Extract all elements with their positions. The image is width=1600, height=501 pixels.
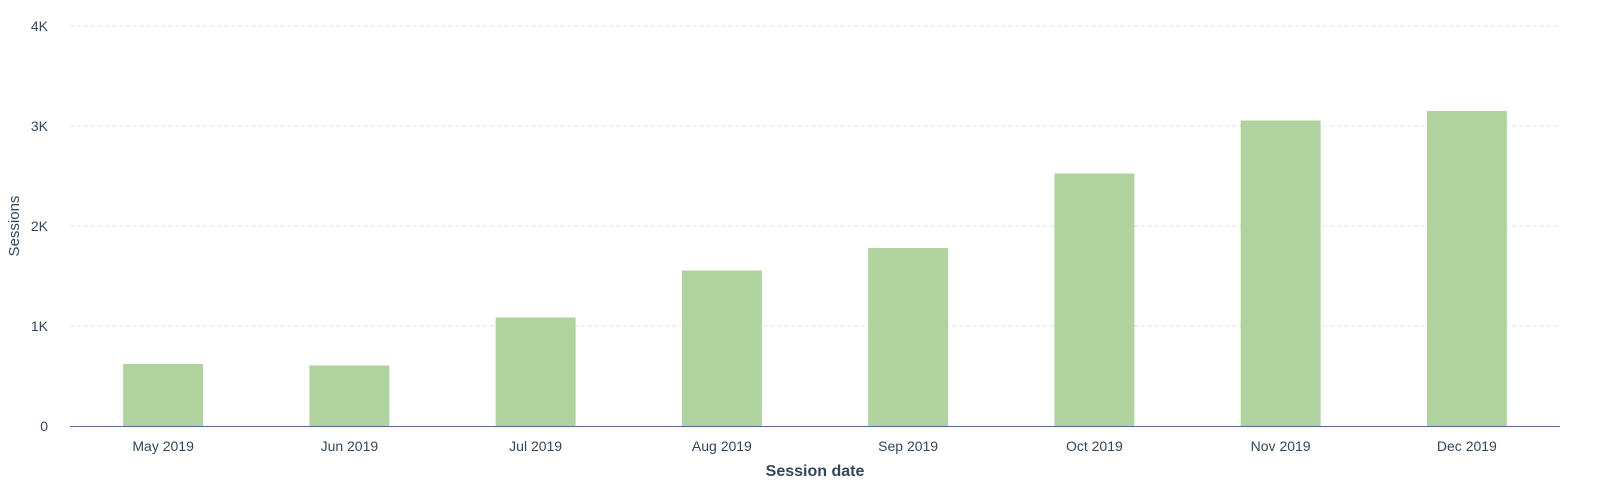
x-tick-label: Dec 2019 [1437,438,1497,454]
x-tick-label: Oct 2019 [1066,438,1123,454]
bar[interactable] [309,365,390,427]
x-tick-label: Jul 2019 [509,438,562,454]
bar[interactable] [1240,120,1321,427]
x-axis-ticks: May 2019 Jun 2019 Jul 2019 Aug 2019 Sep 2019… [132,438,1497,454]
y-tick-label: 4K [31,18,49,34]
bars [123,111,1507,426]
y-tick-label: 2K [31,218,49,234]
bar[interactable] [123,364,204,426]
y-tick-label: 3K [31,118,49,134]
bar[interactable] [495,317,576,427]
y-axis-ticks: 0 1K 2K 3K 4K [31,18,49,434]
y-tick-label: 0 [40,418,48,434]
y-axis-title: Sessions [6,196,23,257]
bar[interactable] [1054,173,1135,427]
x-tick-label: Nov 2019 [1251,438,1311,454]
x-tick-label: Sep 2019 [878,438,938,454]
gridlines [70,25,1560,327]
x-axis-title: Session date [766,463,865,480]
bar[interactable] [681,270,762,427]
bar[interactable] [868,248,949,426]
y-tick-label: 1K [31,318,49,334]
x-tick-label: May 2019 [132,438,194,454]
x-tick-label: Aug 2019 [692,438,752,454]
x-tick-label: Jun 2019 [321,438,379,454]
bar[interactable] [1426,111,1507,426]
